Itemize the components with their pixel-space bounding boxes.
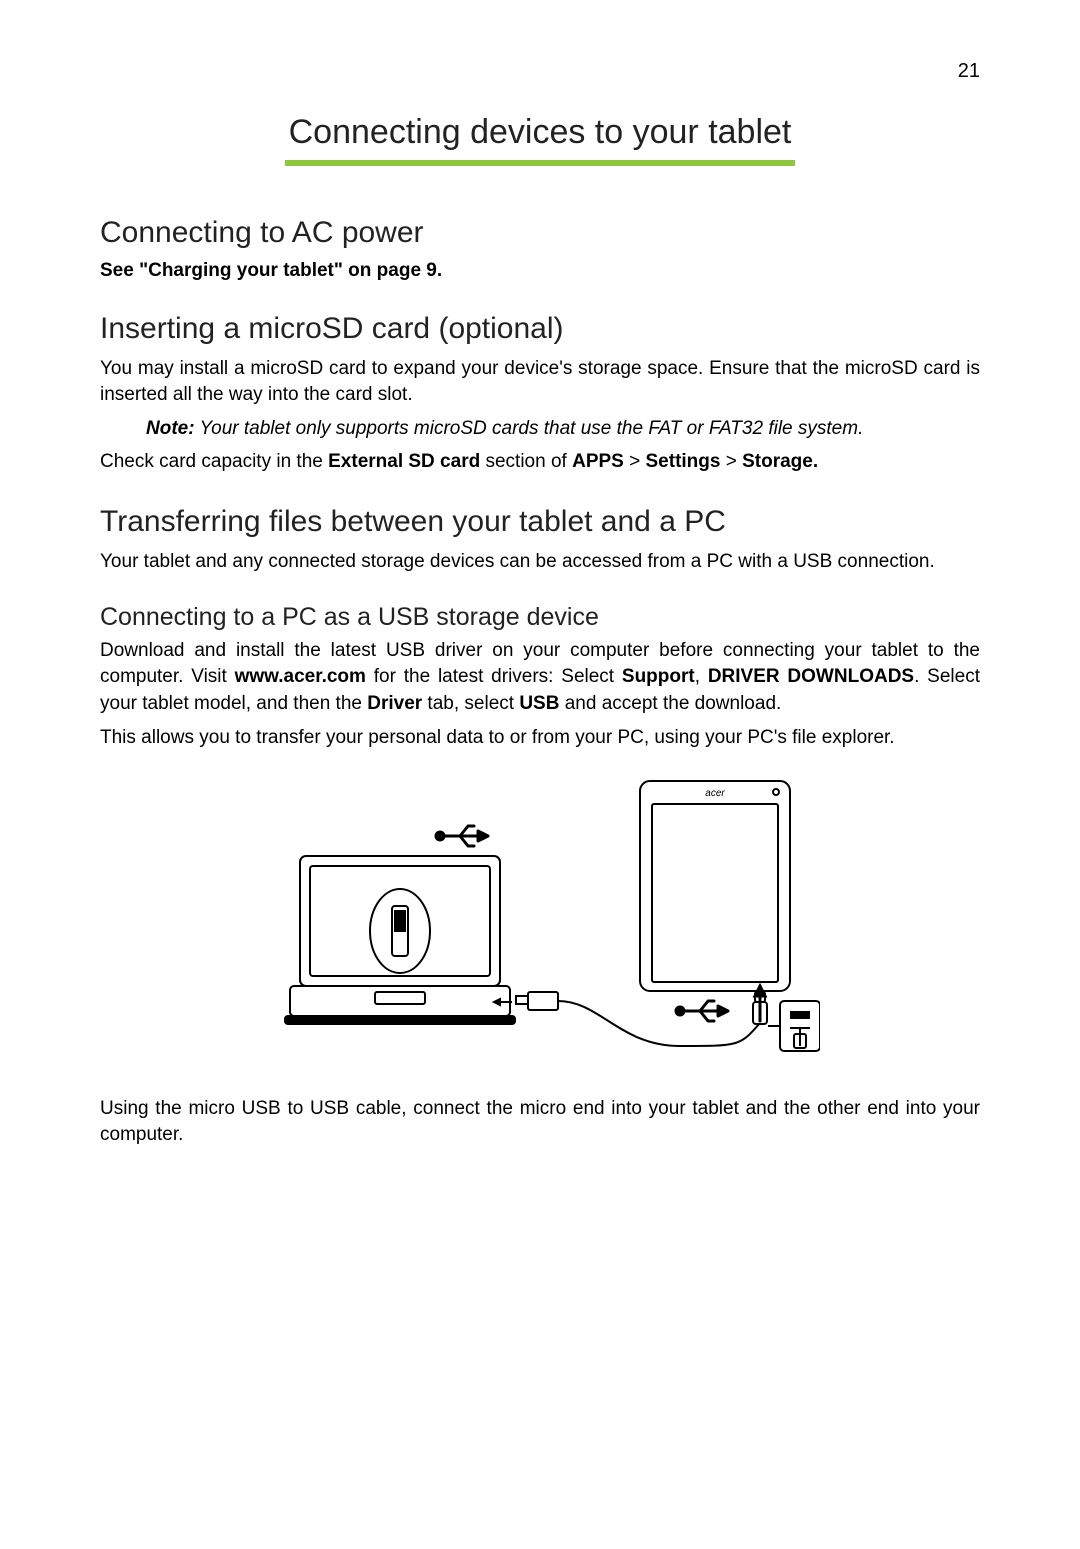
heading-transferring-files: Transferring files between your tablet a… <box>100 505 980 539</box>
paragraph-check-capacity: Check card capacity in the External SD c… <box>100 449 980 475</box>
heading-ac-power: Connecting to AC power <box>100 216 980 250</box>
subheading-usb-storage: Connecting to a PC as a USB storage devi… <box>100 603 980 632</box>
heading-microsd: Inserting a microSD card (optional) <box>100 312 980 346</box>
paragraph-pc-access: Your tablet and any connected storage de… <box>100 549 980 575</box>
paragraph-driver-download: Download and install the latest USB driv… <box>100 638 980 717</box>
title-underline <box>285 160 795 166</box>
paragraph-cable-connect: Using the micro USB to USB cable, connec… <box>100 1096 980 1148</box>
chapter-title: Connecting devices to your tablet <box>100 113 980 152</box>
connection-diagram: acer <box>100 776 980 1066</box>
note-block: Note: Your tablet only supports microSD … <box>100 416 980 442</box>
paragraph-microsd-intro: You may install a microSD card to expand… <box>100 356 980 408</box>
page-number: 21 <box>100 60 980 83</box>
note-text: Your tablet only supports microSD cards … <box>195 418 864 439</box>
svg-text:acer: acer <box>705 788 725 799</box>
cross-reference: See "Charging your tablet" on page 9. <box>100 260 980 282</box>
note-label: Note: <box>146 418 195 439</box>
paragraph-file-explorer: This allows you to transfer your persona… <box>100 725 980 751</box>
diagram-svg: acer <box>260 776 820 1066</box>
